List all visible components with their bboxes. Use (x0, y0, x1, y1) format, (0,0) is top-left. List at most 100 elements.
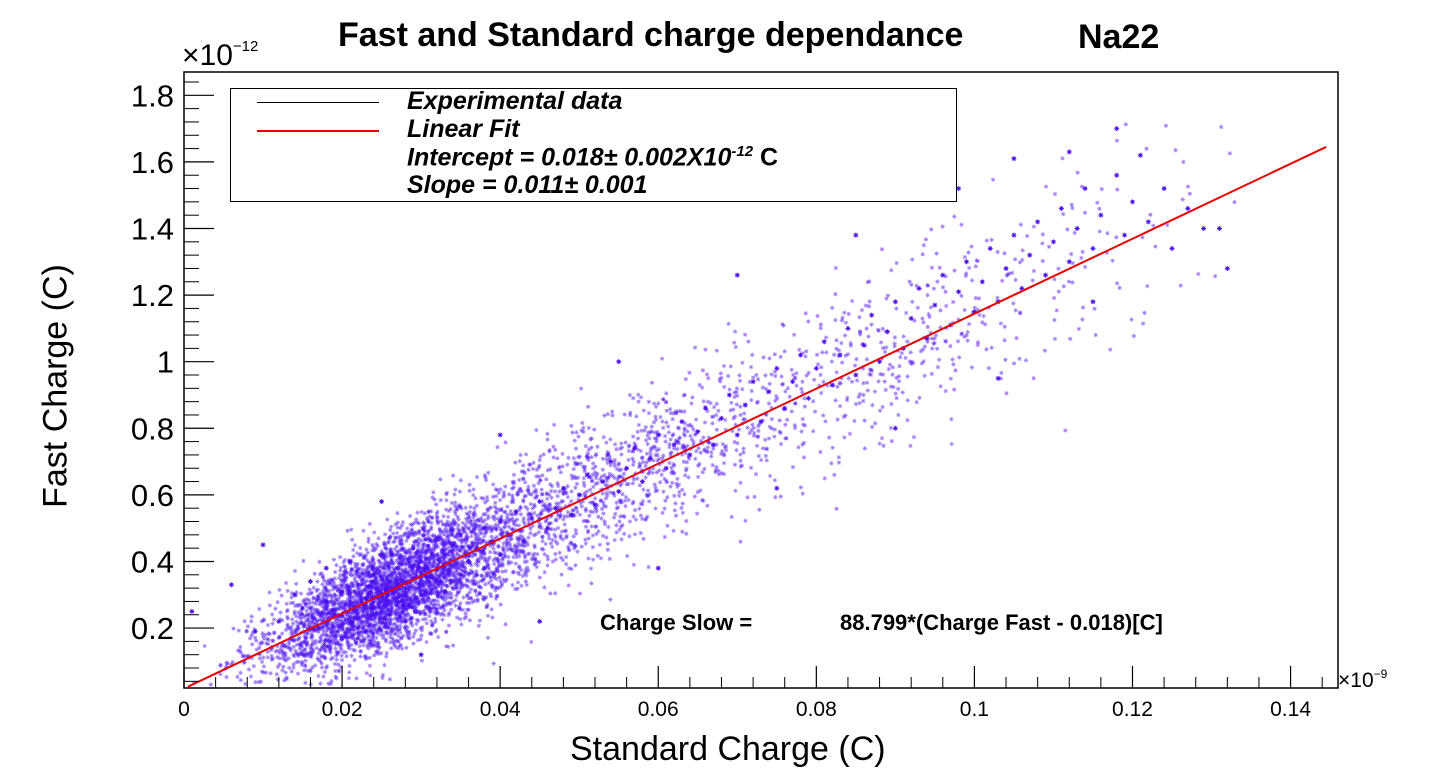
density-point (279, 644, 284, 650)
density-point (370, 625, 376, 631)
density-point (549, 526, 554, 532)
density-point (693, 448, 699, 454)
density-point (229, 662, 234, 667)
density-point (372, 626, 378, 632)
density-point (282, 644, 288, 649)
density-point (367, 642, 373, 648)
density-point (685, 423, 691, 428)
density-point (949, 416, 954, 422)
density-point (330, 655, 335, 660)
density-point (896, 378, 902, 384)
density-point (364, 644, 370, 649)
density-point (959, 222, 964, 227)
density-point (766, 436, 772, 441)
density-point (434, 575, 439, 580)
density-point (358, 654, 363, 659)
density-point (260, 633, 266, 639)
density-point (718, 451, 724, 457)
density-point (373, 585, 379, 590)
density-point (627, 519, 633, 524)
density-point (408, 550, 414, 555)
density-point (246, 653, 252, 658)
density-point (403, 574, 409, 579)
density-point (607, 454, 613, 460)
density-point (378, 561, 383, 566)
density-point (444, 547, 449, 552)
density-point (877, 408, 883, 413)
density-point (590, 544, 596, 550)
density-point (259, 619, 264, 624)
density-point (407, 568, 412, 573)
density-point (375, 566, 381, 572)
density-point (296, 659, 301, 664)
density-point (555, 481, 560, 486)
density-point (480, 519, 486, 525)
density-point (862, 418, 867, 423)
density-point (664, 478, 669, 484)
density-point (545, 431, 550, 437)
density-point (394, 616, 399, 621)
density-point (424, 573, 429, 579)
density-point (588, 475, 594, 480)
density-point (285, 623, 291, 629)
density-point (455, 570, 461, 576)
density-point (636, 464, 642, 470)
density-point (894, 395, 899, 401)
density-point (445, 577, 450, 583)
density-point (333, 635, 339, 641)
density-point (338, 568, 343, 573)
density-point (296, 621, 302, 626)
density-point (361, 642, 366, 648)
density-point (374, 635, 379, 641)
density-point (1148, 212, 1153, 217)
density-point (430, 605, 436, 610)
density-point (453, 597, 458, 603)
density-point (459, 506, 464, 511)
density-point (790, 464, 796, 470)
density-point (780, 321, 785, 327)
density-point (636, 399, 641, 404)
density-point (450, 556, 455, 561)
density-point (1142, 310, 1147, 316)
density-point (594, 531, 599, 537)
density-point (986, 365, 992, 371)
density-point (631, 459, 636, 464)
density-point (540, 499, 545, 504)
density-point (643, 463, 648, 469)
density-point (505, 530, 510, 536)
density-point (444, 601, 449, 606)
density-point (536, 530, 542, 535)
density-point (689, 437, 695, 442)
density-point (969, 244, 974, 249)
density-point (1114, 138, 1120, 143)
density-point (476, 517, 481, 522)
density-point (343, 601, 348, 607)
density-point (416, 521, 422, 526)
density-point (445, 592, 450, 597)
density-point (438, 535, 443, 540)
density-point (409, 558, 415, 564)
density-point (421, 532, 427, 538)
density-point (487, 543, 493, 549)
density-point (738, 539, 743, 544)
density-point (381, 566, 386, 571)
density-point (392, 539, 398, 544)
density-point (361, 555, 367, 561)
density-point (345, 596, 351, 601)
density-point (432, 610, 437, 615)
density-point (498, 532, 504, 537)
density-point (461, 544, 467, 549)
density-point (932, 336, 937, 341)
density-point (290, 617, 295, 622)
density-point (499, 507, 504, 513)
density-point (1079, 255, 1084, 261)
density-point (352, 648, 358, 653)
density-point (312, 607, 317, 612)
density-point (896, 374, 902, 379)
density-point (417, 549, 423, 554)
density-point (338, 606, 343, 611)
density-point (510, 527, 515, 532)
density-point (778, 430, 783, 436)
density-point (675, 425, 681, 430)
density-point (280, 668, 285, 673)
